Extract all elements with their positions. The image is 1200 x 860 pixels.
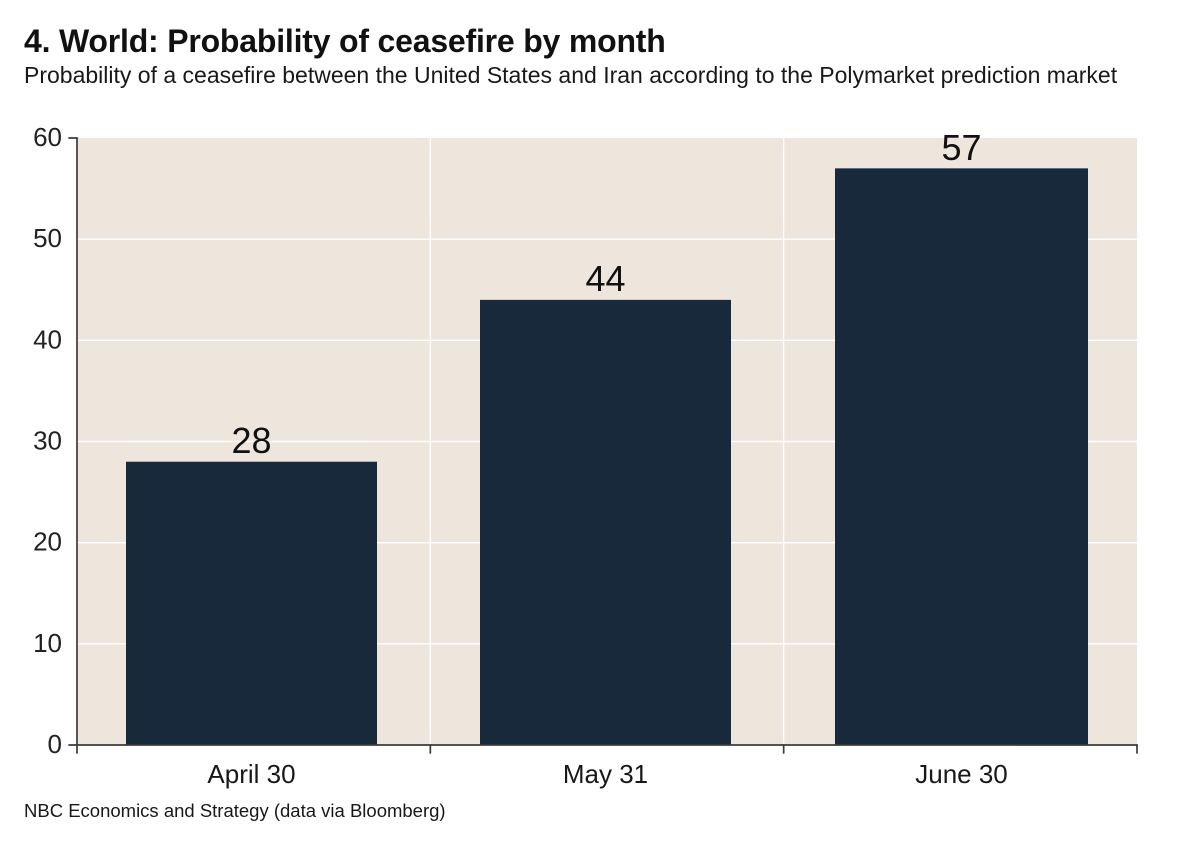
svg-text:60: 60 <box>33 122 62 152</box>
svg-text:April 30: April 30 <box>207 759 295 789</box>
svg-text:40: 40 <box>33 324 62 354</box>
svg-text:June 30: June 30 <box>915 759 1008 789</box>
svg-text:20: 20 <box>33 527 62 557</box>
svg-text:44: 44 <box>585 258 625 299</box>
svg-text:50: 50 <box>33 223 62 253</box>
svg-text:30: 30 <box>33 426 62 456</box>
svg-text:May 31: May 31 <box>563 759 648 789</box>
svg-text:57: 57 <box>941 127 981 168</box>
svg-text:10: 10 <box>33 628 62 658</box>
svg-text:0: 0 <box>48 729 62 759</box>
svg-text:28: 28 <box>231 420 271 461</box>
